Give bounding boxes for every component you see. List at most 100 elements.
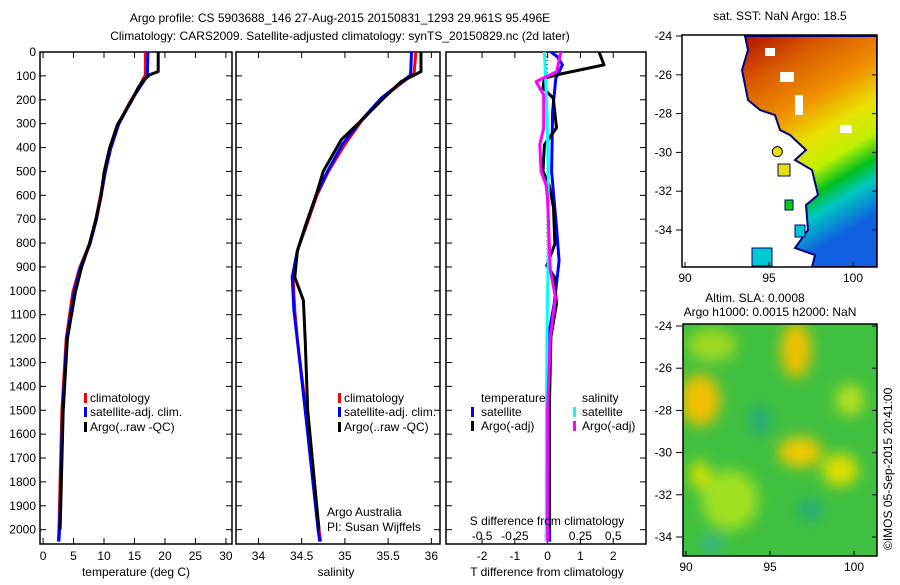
lat-tick-label: -26 [655, 361, 673, 375]
salinity-legend: climatology satellite-adj. clim. Argo(..… [338, 391, 436, 434]
legend-satellite-adj: satellite-adj. clim. [90, 405, 182, 419]
x-tick-label: 2 [610, 549, 617, 563]
lon-tick-label: 90 [678, 271, 692, 285]
sla-field [683, 324, 877, 556]
legend-argo: Argo(..raw -QC) [344, 420, 429, 434]
lon-tick-label: 100 [843, 271, 863, 285]
depth-tick-label: 1800 [9, 475, 36, 489]
depth-tick-label: 1500 [9, 403, 36, 417]
depth-tick-label: 2000 [9, 523, 36, 537]
legend-temperature-title: temperature [481, 391, 546, 405]
x-tick-label: 30 [219, 549, 233, 563]
title-line-2: Climatology: CARS2009. Satellite-adjuste… [110, 29, 570, 43]
lat-tick-label: -32 [655, 184, 673, 198]
depth-tick-label: 0 [29, 45, 36, 59]
depth-tick-label: 1400 [9, 379, 36, 393]
x-tick-label: 5 [70, 549, 77, 563]
lat-tick-label: -28 [655, 403, 673, 417]
depth-tick-label: 400 [16, 141, 36, 155]
x-tick-label: 25 [189, 549, 203, 563]
sla-title-line-1: Altim. SLA: 0.0008 [705, 291, 805, 305]
lat-tick-label: -34 [655, 223, 673, 237]
s-diff-tick-label: 0.5 [605, 529, 622, 543]
depth-tick-label: 1700 [9, 451, 36, 465]
s-diff-tick-label: 0.25 [569, 529, 593, 543]
difference-xlabel: T difference from climatology [470, 565, 624, 579]
x-tick-label: 34 [252, 549, 266, 563]
x-tick-label: 10 [97, 549, 111, 563]
annotation-pi: PI: Susan Wijffels [327, 520, 421, 534]
x-tick-label: 0 [40, 549, 47, 563]
lat-tick-label: -34 [655, 530, 673, 544]
series-line-climatology [56, 52, 147, 542]
depth-tick-label: 1600 [9, 427, 36, 441]
x-tick-label: 35.5 [376, 549, 400, 563]
series-line-argo-raw-qc- [58, 52, 160, 530]
x-tick-label: 34.5 [290, 549, 314, 563]
sst-field [740, 35, 877, 267]
legend-climatology: climatology [344, 391, 404, 405]
depth-tick-label: 500 [16, 164, 36, 178]
s-diff-tick-label: -0.5 [472, 529, 493, 543]
series-line-salinity-argo-adj- [534, 51, 563, 542]
salinity-xlabel: salinity [318, 565, 355, 579]
lat-tick-label: -28 [655, 107, 673, 121]
temperature-legend: climatology satellite-adj. clim. Argo(..… [84, 391, 182, 434]
legend-satellite-adj: satellite-adj. clim. [344, 405, 436, 419]
s-diff-tick-label: -0.25 [501, 529, 529, 543]
lat-tick-label: -26 [655, 68, 673, 82]
depth-tick-label: 1000 [9, 284, 36, 298]
series-line-argo-raw-qc- [293, 52, 423, 530]
lon-tick-label: 90 [679, 560, 693, 574]
lon-tick-label: 100 [844, 560, 864, 574]
depth-tick-label: 1900 [9, 499, 36, 513]
depth-tick-label: 700 [16, 212, 36, 226]
legend-climatology: climatology [90, 391, 150, 405]
sla-title-line-2: Argo h1000: 0.0015 h2000: NaN [684, 305, 857, 319]
difference-panel: -2 -1 0 1 2-0.5 -0.25 0 0.25 0.5 T difference fr… [445, 50, 647, 579]
lat-tick-label: -30 [655, 145, 673, 159]
x-tick-label: -2 [477, 549, 488, 563]
legend-argo: Argo(..raw -QC) [90, 420, 175, 434]
lat-tick-label: -24 [655, 319, 673, 333]
x-tick-label: 15 [128, 549, 142, 563]
depth-tick-label: 200 [16, 93, 36, 107]
depth-tick-label: 1300 [9, 355, 36, 369]
s-difference-label: S difference from climatology [470, 514, 625, 528]
x-tick-label: 35 [338, 549, 352, 563]
legend-sal-satellite: satellite [582, 405, 623, 419]
sst-map-title: sat. SST: NaN Argo: 18.5 [713, 9, 847, 23]
x-tick-label: 0 [544, 549, 551, 563]
legend-sal-argo: Argo(-adj) [582, 419, 635, 433]
sla-map: Altim. SLA: 0.0008 Argo h1000: 0.0015 h2… [655, 291, 878, 574]
title-line-1: Argo profile: CS 5903688_146 27-Aug-2015… [130, 11, 550, 25]
depth-tick-label: 600 [16, 188, 36, 202]
legend-salinity-title: salinity [582, 391, 619, 405]
depth-tick-label: 900 [16, 260, 36, 274]
legend-temp-argo: Argo(-adj) [481, 419, 534, 433]
argo-location-marker [771, 146, 783, 158]
sst-map: sat. SST: NaN Argo: 18.5 90 95 100 -24 -26 -2… [655, 9, 878, 285]
depth-tick-label: 1100 [10, 308, 36, 322]
salinity-panel: 34 34.5 35 35.5 36 salinity climatology sate… [235, 51, 441, 579]
lat-tick-label: -30 [655, 446, 673, 460]
series-line-satellite-adj-clim- [57, 51, 150, 542]
depth-tick-label: 800 [16, 236, 36, 250]
lon-tick-label: 95 [763, 560, 777, 574]
series-line-satellite-adj-clim- [290, 51, 413, 542]
legend-temp-satellite: satellite [481, 405, 522, 419]
lon-tick-label: 95 [762, 271, 776, 285]
difference-legend: temperature satellite Argo(-adj) salinit… [471, 391, 635, 433]
lat-tick-label: -32 [655, 488, 673, 502]
x-tick-label: 1 [577, 549, 584, 563]
x-tick-label: -1 [510, 549, 521, 563]
depth-tick-label: 100 [16, 69, 36, 83]
x-tick-label: 36 [425, 549, 439, 563]
depth-tick-label: 1200 [9, 332, 36, 346]
depth-tick-label: 300 [16, 117, 36, 131]
x-tick-label: 20 [158, 549, 172, 563]
imos-credit: ©IMOS 05-Sep-2015 20:41:00 [881, 387, 895, 550]
temperature-panel: 0 5 10 15 20 25 300100200300400500600700800900… [9, 45, 233, 579]
temperature-xlabel: temperature (deg C) [82, 565, 190, 579]
